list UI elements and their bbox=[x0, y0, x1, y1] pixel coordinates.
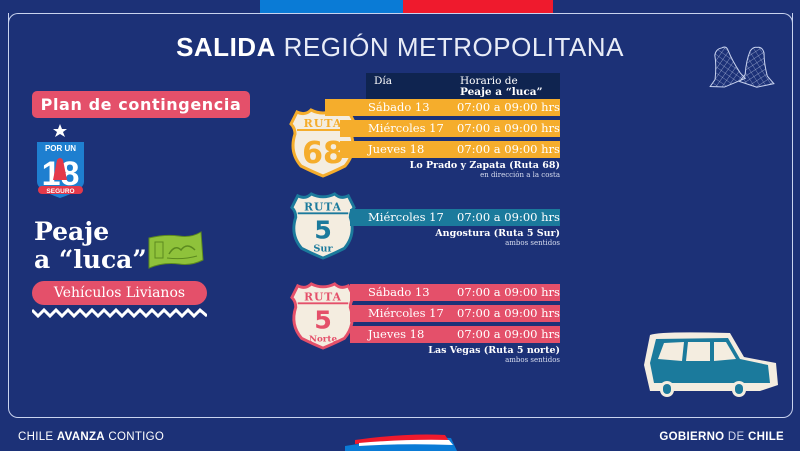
svg-text:5: 5 bbox=[314, 216, 332, 245]
ruta-5-sur-shield-icon: RUTA 5 Sur bbox=[290, 192, 356, 260]
header-schedule-line2: Peaje a “luca” bbox=[460, 86, 543, 98]
zigzag-decoration bbox=[32, 307, 207, 319]
footer-slogan-1: CHILE bbox=[18, 431, 54, 443]
row-day: Sábado 13 bbox=[368, 285, 430, 299]
car-icon bbox=[644, 332, 778, 397]
flag-stripe-red bbox=[403, 0, 553, 13]
header-schedule: Horario de Peaje a “luca” bbox=[460, 76, 543, 98]
row-day: Jueves 18 bbox=[368, 142, 425, 156]
route-5-norte-row-2: Miércoles 17 07:00 a 09:00 hrs bbox=[350, 305, 560, 322]
row-day: Miércoles 17 bbox=[368, 210, 444, 224]
row-day: Jueves 18 bbox=[368, 327, 425, 341]
row-hours: 07:00 a 09:00 hrs bbox=[457, 142, 560, 156]
location-direction: ambos sentidos bbox=[505, 356, 560, 364]
ruta-5-norte-shield-icon: RUTA 5 Norte bbox=[290, 282, 356, 350]
route-68-row-1: Sábado 13 07:00 a 09:00 hrs bbox=[325, 99, 560, 116]
row-hours: 07:00 a 09:00 hrs bbox=[457, 100, 560, 114]
svg-text:SEGURO: SEGURO bbox=[46, 188, 74, 195]
route-5-norte-row-1: Sábado 13 07:00 a 09:00 hrs bbox=[350, 284, 560, 301]
location-name: Angostura (Ruta 5 Sur) bbox=[435, 228, 560, 239]
route-5-sur-row-1: Miércoles 17 07:00 a 09:00 hrs bbox=[350, 209, 560, 226]
location-name: Las Vegas (Ruta 5 norte) bbox=[428, 345, 560, 356]
footer-slogan-2: AVANZA bbox=[56, 431, 105, 443]
row-day: Miércoles 17 bbox=[368, 121, 444, 135]
chile-swoosh-logo bbox=[345, 434, 457, 451]
route-5-norte-row-3: Jueves 18 07:00 a 09:00 hrs bbox=[350, 326, 560, 343]
footer-gobierno-1: GOBIERNO bbox=[659, 431, 725, 443]
frame-border bbox=[8, 13, 793, 418]
peaje-line-1: Peaje bbox=[34, 217, 110, 246]
route-68-row-2: Miércoles 17 07:00 a 09:00 hrs bbox=[340, 120, 560, 137]
peaje-a-luca-heading: Peaje a “luca” bbox=[34, 218, 147, 274]
footer-gobierno-3: CHILE bbox=[748, 431, 784, 443]
peaje-line-2: a “luca” bbox=[34, 245, 147, 274]
bells-icon bbox=[709, 46, 775, 88]
title-bold: SALIDA bbox=[176, 32, 276, 62]
svg-text:68: 68 bbox=[302, 136, 344, 171]
location-direction: en dirección a la costa bbox=[480, 171, 560, 179]
route-5-norte-location: Las Vegas (Ruta 5 norte) ambos sentidos bbox=[428, 345, 560, 364]
route-5-sur-location: Angostura (Ruta 5 Sur) ambos sentidos bbox=[435, 228, 560, 247]
money-bill-icon bbox=[148, 231, 204, 269]
por-un-18-seguro-logo: POR UN 18 SEGURO bbox=[37, 124, 84, 198]
row-day: Sábado 13 bbox=[368, 100, 430, 114]
header-day: Día bbox=[374, 75, 393, 87]
svg-text:POR UN: POR UN bbox=[45, 144, 76, 153]
location-name: Lo Prado y Zapata (Ruta 68) bbox=[409, 160, 560, 171]
svg-text:RUTA: RUTA bbox=[304, 200, 342, 213]
location-direction: ambos sentidos bbox=[505, 239, 560, 247]
footer-gobierno-2: DE bbox=[727, 431, 745, 443]
footer-slogan-3: CONTIGO bbox=[108, 431, 165, 443]
page-title: SALIDA REGIÓN METROPOLITANA bbox=[0, 32, 800, 63]
header-schedule-line1: Horario de bbox=[460, 75, 518, 87]
route-68-location: Lo Prado y Zapata (Ruta 68) en dirección… bbox=[410, 160, 560, 179]
svg-text:Sur: Sur bbox=[313, 243, 333, 254]
plan-contingencia-badge: Plan de contingencia bbox=[32, 91, 250, 118]
svg-text:RUTA: RUTA bbox=[304, 117, 343, 130]
row-hours: 07:00 a 09:00 hrs bbox=[457, 285, 560, 299]
row-day: Miércoles 17 bbox=[368, 306, 444, 320]
svg-text:RUTA: RUTA bbox=[304, 290, 342, 303]
title-regular: REGIÓN METROPOLITANA bbox=[283, 32, 624, 62]
footer-gobierno: GOBIERNO DE CHILE bbox=[659, 431, 784, 443]
ruta-68-shield-icon: RUTA 68 bbox=[289, 108, 357, 178]
svg-text:5: 5 bbox=[314, 306, 332, 335]
footer-slogan: CHILE AVANZA CONTIGO bbox=[18, 431, 164, 443]
row-hours: 07:00 a 09:00 hrs bbox=[457, 121, 560, 135]
flag-stripe-blue bbox=[260, 0, 403, 13]
svg-text:Norte: Norte bbox=[309, 334, 337, 344]
route-68-row-3: Jueves 18 07:00 a 09:00 hrs bbox=[340, 141, 560, 158]
vehiculos-livianos-badge: Vehículos Livianos bbox=[32, 281, 207, 305]
schedule-table-header: Día Horario de Peaje a “luca” bbox=[366, 73, 560, 99]
row-hours: 07:00 a 09:00 hrs bbox=[457, 327, 560, 341]
row-hours: 07:00 a 09:00 hrs bbox=[457, 306, 560, 320]
row-hours: 07:00 a 09:00 hrs bbox=[457, 210, 560, 224]
